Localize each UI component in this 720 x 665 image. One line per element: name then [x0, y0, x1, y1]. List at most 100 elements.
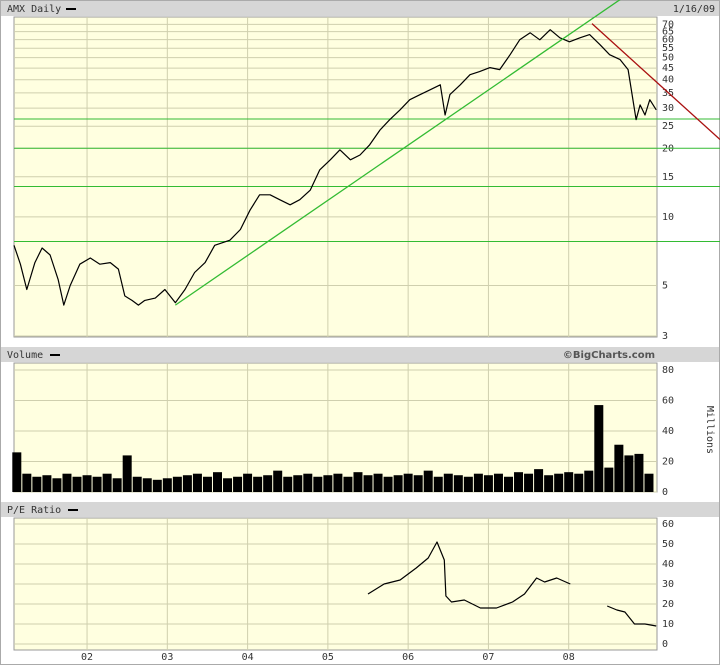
y-tick-label: 40 [662, 75, 674, 86]
volume-bar [62, 473, 72, 492]
y-tick-label: 80 [662, 365, 674, 376]
volume-bar [393, 475, 403, 492]
volume-bar [604, 467, 614, 492]
volume-bar [313, 476, 323, 492]
volume-bar [182, 475, 192, 492]
volume-bar [614, 444, 624, 492]
volume-bar [92, 476, 102, 492]
y-tick-label: 15 [662, 172, 674, 183]
trendline [174, 0, 621, 306]
volume-bar [373, 473, 383, 492]
volume-bar [544, 475, 554, 492]
volume-bar [463, 476, 473, 492]
y-tick-label: 25 [662, 121, 674, 132]
x-tick-label: 05 [322, 652, 334, 663]
x-tick-label: 03 [161, 652, 173, 663]
volume-bar [594, 405, 604, 492]
volume-bar [12, 452, 22, 492]
volume-bar [634, 453, 644, 492]
y-tick-label: 45 [662, 63, 674, 74]
volume-bar [223, 478, 233, 492]
volume-bar [584, 470, 594, 492]
volume-bar [202, 476, 212, 492]
series-line [367, 541, 657, 627]
volume-bar [413, 475, 423, 492]
y-tick-label: 20 [662, 457, 674, 468]
volume-bar [624, 455, 634, 492]
volume-bar [644, 473, 654, 492]
x-tick-label: 07 [482, 652, 494, 663]
y-tick-label: 60 [662, 519, 674, 530]
volume-bar [72, 476, 82, 492]
date: 1/16/09 [673, 4, 715, 15]
volume-bar [323, 475, 333, 492]
y-tick-label: 10 [662, 212, 674, 223]
series-line [13, 29, 657, 306]
volume-bar [112, 478, 122, 492]
x-tick-label: 02 [81, 652, 93, 663]
volume-bar [534, 469, 544, 492]
volume-bar [503, 476, 513, 492]
volume-bar [132, 476, 142, 492]
volume-bar [253, 476, 263, 492]
volume-bar [383, 476, 393, 492]
volume-bar [243, 473, 253, 492]
volume-bar [514, 472, 524, 492]
y-axis-label: Millions [704, 406, 715, 454]
y-tick-label: 0 [662, 487, 668, 498]
volume-bar [293, 475, 303, 492]
volume-bar [363, 475, 373, 492]
source: ©BigCharts.com [563, 350, 655, 361]
y-tick-label: 55 [662, 43, 674, 54]
x-tick-label: 06 [402, 652, 414, 663]
volume-bar [353, 472, 363, 492]
volume-bar [152, 479, 162, 492]
y-tick-label: 40 [662, 559, 674, 570]
legend-swatch [68, 509, 78, 511]
y-tick-label: 70 [662, 19, 674, 30]
legend-label: P/E Ratio [7, 505, 61, 516]
volume-bar [122, 455, 132, 492]
volume-bar [433, 476, 443, 492]
volume-bar [524, 473, 534, 492]
y-tick-label: 10 [662, 619, 674, 630]
volume-bar [82, 475, 92, 492]
y-tick-label: 30 [662, 579, 674, 590]
volume-bar [22, 473, 32, 492]
y-tick-label: 20 [662, 599, 674, 610]
legend-label: Volume [7, 350, 43, 361]
y-tick-label: 50 [662, 539, 674, 550]
y-tick-label: 5 [662, 280, 668, 291]
volume-bar [574, 473, 584, 492]
y-tick-label: 0 [662, 639, 668, 650]
volume-bar [283, 476, 293, 492]
volume-bar [473, 473, 483, 492]
y-tick-label: 40 [662, 426, 674, 437]
volume-bar [453, 475, 463, 492]
volume-bar [343, 476, 353, 492]
volume-bar [403, 473, 413, 492]
volume-bar [564, 472, 574, 492]
legend-swatch [66, 8, 76, 10]
volume-bar [162, 478, 172, 492]
volume-plot [13, 362, 658, 493]
y-tick-label: 65 [662, 27, 674, 38]
volume-bar [333, 473, 343, 492]
volume-bar [42, 475, 52, 492]
volume-bar [263, 475, 273, 492]
y-tick-label: 60 [662, 35, 674, 46]
trendline [591, 23, 720, 140]
volume-bar [192, 473, 202, 492]
price-header [1, 1, 719, 16]
y-tick-label: 3 [662, 331, 668, 342]
volume-bar [172, 476, 182, 492]
y-tick-label: 30 [662, 103, 674, 114]
legend-label: AMX Daily [7, 4, 61, 15]
volume-header [1, 347, 719, 362]
legend-swatch [50, 354, 60, 356]
volume-bar [423, 470, 433, 492]
volume-bar [233, 476, 243, 492]
volume-bar [32, 476, 42, 492]
volume-bar [142, 478, 152, 492]
